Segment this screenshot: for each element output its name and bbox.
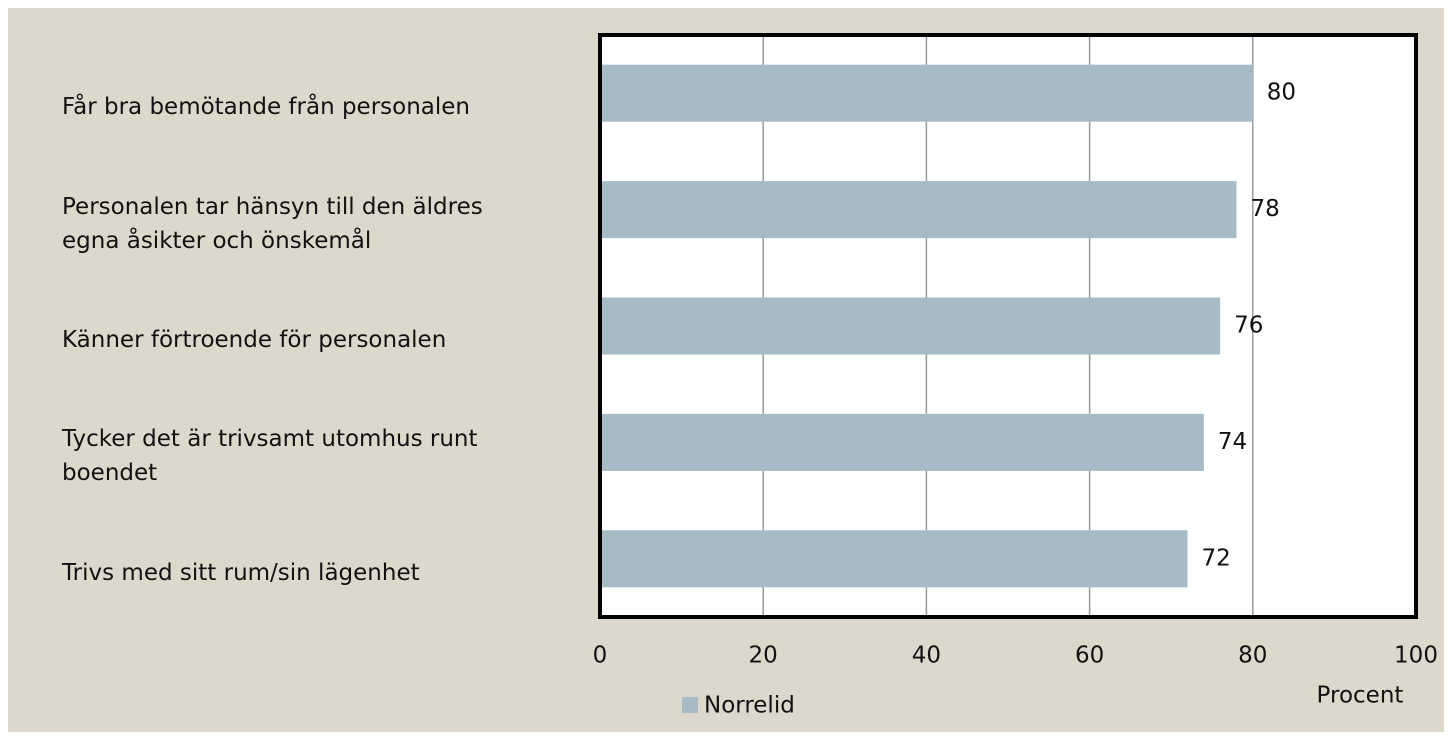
- category-label: Trivs med sitt rum/sin lägenhet: [62, 559, 420, 586]
- legend-label: Norrelid: [704, 693, 795, 719]
- value-label: 78: [1250, 196, 1279, 222]
- bar: [600, 413, 1204, 471]
- value-label: 74: [1218, 429, 1247, 455]
- x-tick-label: 20: [749, 643, 778, 669]
- value-label: 72: [1202, 545, 1231, 571]
- category-label: Känner förtroende för personalen: [62, 327, 447, 353]
- bar: [600, 297, 1221, 355]
- bar: [600, 530, 1188, 588]
- x-axis-label: Procent: [1317, 683, 1404, 709]
- x-tick-label: 100: [1394, 643, 1438, 669]
- bar: [600, 64, 1253, 122]
- x-tick-label: 60: [1075, 643, 1104, 669]
- value-label: 76: [1234, 313, 1263, 339]
- plot-border: [598, 33, 1418, 619]
- bar: [600, 181, 1237, 239]
- category-label: Tycker det är trivsamt utomhus runt boen…: [62, 426, 478, 487]
- legend-swatch: [682, 697, 698, 713]
- category-label: Får bra bemötande från personalen: [62, 94, 471, 121]
- x-tick-label: 80: [1238, 643, 1267, 669]
- value-label: 80: [1267, 80, 1296, 106]
- x-tick-label: 0: [593, 643, 608, 669]
- category-label: Personalen tar hänsyn till den äldres eg…: [62, 193, 483, 254]
- x-tick-label: 40: [912, 643, 941, 669]
